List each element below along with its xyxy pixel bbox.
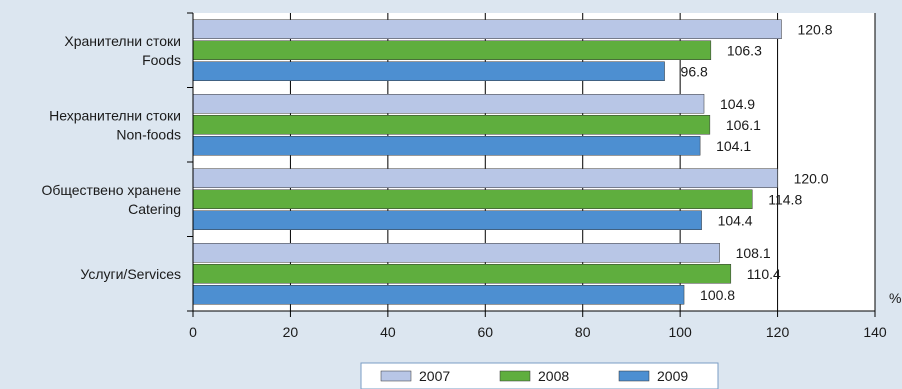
legend-swatch — [380, 370, 412, 382]
category-label: Catering — [128, 201, 181, 217]
data-label: 110.4 — [747, 266, 781, 282]
data-label: 100.8 — [700, 287, 735, 303]
category-labels: Хранителни стоки Foods Нехранителни стоки N… — [41, 33, 181, 282]
data-label: 104.9 — [720, 96, 755, 112]
legend-swatch — [618, 370, 650, 382]
bar-2007 — [192, 94, 705, 114]
legend: 2007 2008 2009 — [360, 362, 719, 389]
bar-2007 — [192, 243, 720, 263]
data-labels: 120.8 106.3 96.8 104.9 106.1 104.1 120.0 114.8 1… — [681, 21, 833, 303]
category-label: Хранителни стоки — [64, 33, 181, 49]
bar-2009 — [192, 285, 685, 305]
bar-2008 — [192, 189, 753, 209]
bar-2008 — [192, 40, 712, 60]
x-tick-label: 0 — [189, 324, 197, 340]
legend-box — [360, 362, 719, 389]
unit-label: % — [889, 290, 901, 306]
bar-2009 — [192, 210, 702, 230]
bars — [192, 19, 782, 305]
data-label: 104.4 — [718, 212, 753, 228]
legend-label: 2008 — [538, 368, 569, 384]
bar-2007 — [192, 168, 778, 188]
category-label: Non-foods — [116, 126, 181, 142]
x-tick-label: 40 — [380, 324, 396, 340]
x-tick-label: 60 — [477, 324, 493, 340]
data-label: 96.8 — [681, 63, 708, 79]
legend-swatch — [499, 370, 531, 382]
legend-label: 2007 — [419, 368, 450, 384]
data-label: 106.1 — [726, 117, 761, 133]
x-tick-label: 120 — [766, 324, 790, 340]
data-label: 114.8 — [768, 191, 802, 207]
bar-2009 — [192, 61, 665, 81]
data-label: 104.1 — [716, 138, 751, 154]
legend-label: 2009 — [657, 368, 688, 384]
category-label: Обществено хранене — [41, 182, 181, 198]
x-tick-labels: 0 20 40 60 80 100 120 140 — [189, 324, 887, 340]
x-tick-label: 100 — [668, 324, 692, 340]
category-label: Нехранителни стоки — [49, 107, 181, 123]
x-tick-label: 140 — [863, 324, 887, 340]
bar-2009 — [192, 136, 701, 156]
data-label: 106.3 — [727, 42, 762, 58]
x-tick-label: 80 — [575, 324, 591, 340]
bar-2008 — [192, 115, 711, 135]
category-label: Foods — [142, 52, 181, 68]
axes — [187, 12, 876, 317]
data-label: 120.8 — [797, 21, 832, 37]
category-label: Услуги/Services — [80, 266, 181, 282]
data-label: 120.0 — [794, 170, 829, 186]
bar-2007 — [192, 19, 782, 39]
x-tick-label: 20 — [283, 324, 299, 340]
bar-2008 — [192, 264, 732, 284]
data-label: 108.1 — [736, 245, 771, 261]
